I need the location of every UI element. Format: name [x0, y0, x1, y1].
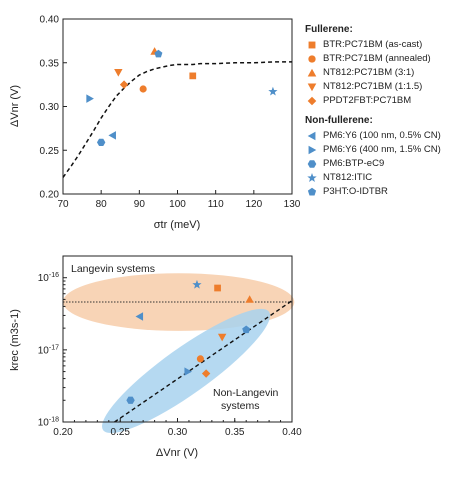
hexagon-marker-icon: [307, 160, 317, 168]
langevin-annotation: Langevin systems: [71, 263, 155, 275]
legend-item-label: PM6:BTP-eC9: [323, 158, 385, 169]
legend-item-label: PM6:Y6 (400 nm, 1.5% CN): [323, 144, 441, 155]
legend-item-label: NT812:PC71BM (3:1): [323, 67, 415, 78]
triangle-up-marker-icon: [307, 68, 317, 77]
bottom-point-ppdt2fbt-pc71bm: [201, 369, 211, 378]
top-panel: 70 80 90 100 110 120 130 0.20 0.25 0.30 0.35 0.40 σ…: [9, 15, 301, 232]
non-langevin-annotation-line1: Non-Langevin: [213, 387, 279, 399]
legend-item-nt812-pc71bm-3-1: NT812:PC71BM (3:1): [305, 66, 473, 80]
bottom-x-tick-label: 0.35: [225, 427, 245, 438]
bottom-point-btr-pc71bm-as-cast: [214, 284, 221, 292]
top-point-pm6-btp-ec9: [96, 138, 106, 147]
legend-item-p3ht-o-idtbr: P3HT:O-IDTBR: [305, 185, 473, 199]
top-point-nt812-pc71bm-1-1-5: [114, 69, 123, 77]
top-plot-frame: [62, 18, 293, 195]
top-point-pm6-y6-100-nm-0-5-cn: [108, 131, 116, 140]
bottom-point-pm6-y6-400-nm-1-5-cn: [184, 367, 193, 376]
bottom-x-tick-label: 0.40: [282, 427, 302, 438]
circle-marker-icon: [308, 55, 316, 63]
top-y-axis-label: ΔVnr (V): [9, 85, 21, 127]
legend-item-label: NT812:ITIC: [323, 172, 373, 183]
square-marker-icon: [308, 41, 316, 49]
bottom-x-tick-label: 0.25: [111, 427, 131, 438]
top-x-tick-label: 80: [96, 199, 108, 210]
legend-item-ppdt2fbt-pc71bm: PPDT2FBT:PC71BM: [305, 94, 473, 108]
legend-item-label: NT812:PC71BM (1:1.5): [323, 81, 423, 92]
top-x-tick-label: 130: [284, 199, 301, 210]
top-x-tick-label: 90: [134, 199, 146, 210]
legend-fullerene-list: BTR:PC71BM (as-cast) BTR:PC71BM (annealed…: [305, 38, 473, 108]
top-y-tick-label: 0.40: [40, 15, 60, 26]
top-y-tick-label: 0.25: [40, 146, 60, 157]
top-point-pm6-y6-400-nm-1-5-cn: [86, 94, 94, 103]
top-x-tick-label: 120: [245, 199, 262, 210]
top-point-btr-pc71bm-as-cast: [189, 72, 197, 80]
legend-item-nt812-pc71bm-1-1-5: NT812:PC71BM (1:1.5): [305, 80, 473, 94]
legend-item-nt812-itic: NT812:ITIC: [305, 171, 473, 185]
legend-item-label: PPDT2FBT:PC71BM: [323, 95, 412, 106]
legend-fullerene-title: Fullerene:: [305, 24, 353, 35]
bottom-point-nt812-pc71bm-3-1: [245, 295, 254, 303]
bottom-point-p3ht-o-idtbr: [242, 325, 251, 334]
top-x-axis-label: σtr (meV): [154, 219, 201, 231]
top-x-tick-label: 100: [169, 199, 186, 210]
bottom-x-tick-label: 0.30: [168, 427, 188, 438]
bottom-point-nt812-itic: [192, 279, 202, 289]
star-marker-icon: [307, 173, 317, 182]
legend-item-label: BTR:PC71BM (annealed): [323, 53, 431, 64]
top-y-tick-label: 0.30: [40, 102, 60, 113]
non-langevin-annotation-line2: systems: [221, 400, 260, 412]
legend-item-btr-pc71bm-annealed: BTR:PC71BM (annealed): [305, 52, 473, 66]
bottom-point-pm6-y6-100-nm-0-5-cn: [135, 312, 144, 321]
bottom-x-axis-label: ΔVnr (V): [156, 447, 198, 459]
top-x-tick-label: 110: [208, 199, 224, 210]
top-point-btr-pc71bm-annealed: [139, 85, 147, 93]
top-point-p3ht-o-idtbr: [154, 49, 163, 58]
legend-item-label: PM6:Y6 (100 nm, 0.5% CN): [323, 130, 441, 141]
bottom-panel: 0.20 0.25 0.30 0.35 0.40 10-18 10-17 10-16 Lang…: [9, 255, 302, 459]
top-point-ppdt2fbt-pc71bm: [119, 80, 129, 89]
bottom-y-tick-label: 10-16: [38, 272, 59, 284]
pentagon-marker-icon: [307, 187, 317, 196]
top-fit-curve: [62, 61, 292, 178]
legend-item-pm6-y6-400-nm-1-5-cn: PM6:Y6 (400 nm, 1.5% CN): [305, 143, 473, 157]
top-x-tick-label: 70: [57, 199, 69, 210]
bottom-y-tick-label: 10-17: [38, 344, 59, 356]
bottom-y-tick-label: 10-18: [38, 417, 59, 429]
legend-item-label: BTR:PC71BM (as-cast): [323, 39, 423, 50]
legend-nonfullerene-title: Non-fullerene:: [305, 115, 373, 126]
bottom-point-nt812-pc71bm-1-1-5: [217, 333, 227, 342]
legend: Fullerene: BTR:PC71BM (as-cast) BTR:PC71B…: [305, 24, 473, 199]
legend-item-pm6-btp-ec9: PM6:BTP-eC9: [305, 157, 473, 171]
top-y-tick-label: 0.35: [40, 58, 60, 69]
bottom-x-tick-label: 0.20: [53, 427, 73, 438]
bottom-y-axis-label: krec (m3s-1): [9, 309, 21, 371]
legend-nonfullerene-list: PM6:Y6 (100 nm, 0.5% CN) PM6:Y6 (400 nm, …: [305, 129, 473, 199]
diamond-marker-icon: [307, 96, 317, 106]
bottom-point-btr-pc71bm-annealed: [196, 355, 204, 363]
top-point-nt812-itic: [268, 86, 278, 96]
legend-item-btr-pc71bm-as-cast: BTR:PC71BM (as-cast): [305, 38, 473, 52]
triangle-down-marker-icon: [307, 83, 317, 92]
bottom-point-pm6-btp-ec9: [126, 396, 135, 404]
legend-item-label: P3HT:O-IDTBR: [323, 186, 388, 197]
triangle-left-marker-icon: [307, 131, 316, 141]
top-y-tick-label: 0.20: [40, 190, 60, 201]
legend-item-pm6-y6-100-nm-0-5-cn: PM6:Y6 (100 nm, 0.5% CN): [305, 129, 473, 143]
triangle-right-marker-icon: [308, 145, 317, 155]
bottom-fit-line: [114, 300, 293, 423]
